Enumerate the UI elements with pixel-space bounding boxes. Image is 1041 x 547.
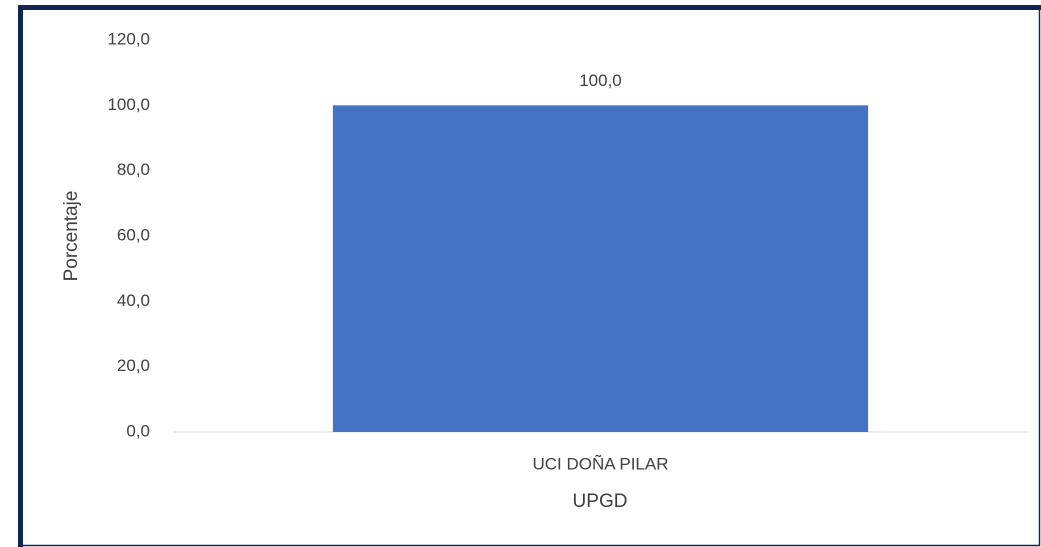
bar <box>332 105 869 432</box>
y-tick-label: 80,0 <box>117 160 150 179</box>
y-tick-label: 120,0 <box>107 29 150 48</box>
y-tick-label: 40,0 <box>117 291 150 310</box>
x-tick-label: UCI DOÑA PILAR <box>532 454 668 473</box>
frame <box>18 5 1041 547</box>
y-tick-label: 60,0 <box>117 225 150 244</box>
y-axis-title: Porcentaje <box>61 191 82 282</box>
frame-edge <box>20 7 1041 547</box>
x-axis-title: UPGD <box>573 491 628 512</box>
y-tick-label: 0,0 <box>126 421 150 440</box>
y-tick-label: 100,0 <box>107 95 150 114</box>
y-tick-label: 20,0 <box>117 356 150 375</box>
data-label: 100,0 <box>579 71 622 90</box>
